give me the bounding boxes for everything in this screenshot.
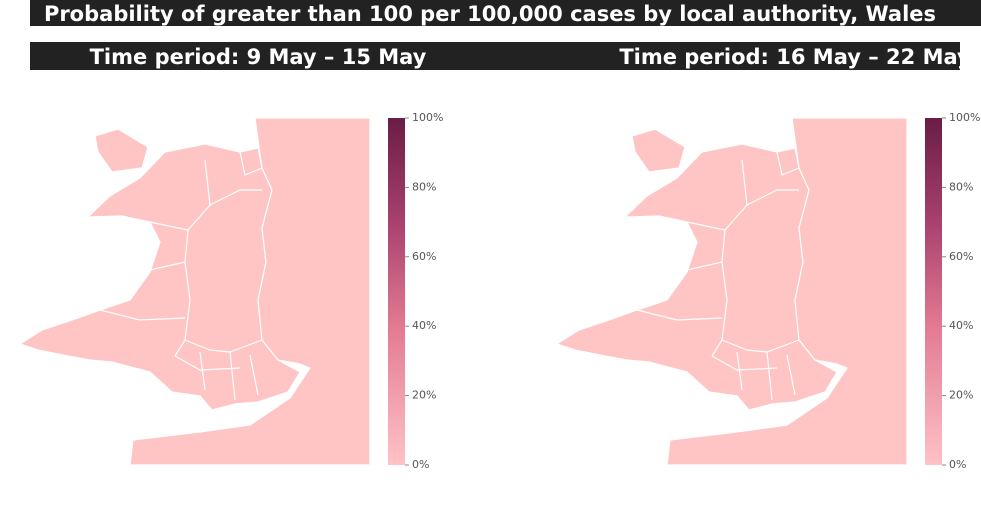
title-bar xyxy=(30,0,981,26)
heading-bar xyxy=(30,42,960,70)
panel-heading: Time period: 9 May – 15 May xyxy=(90,45,427,69)
colorbar-tick-label: 20% xyxy=(949,389,973,402)
title: Probability of greater than 100 per 100,… xyxy=(44,2,936,26)
map xyxy=(556,117,908,466)
colorbar-tick-label: 40% xyxy=(949,319,973,332)
map-panel: 0% 20% 40% 60% 80% 100% xyxy=(19,111,443,471)
colorbar xyxy=(388,118,405,465)
panel-heading: Time period: 16 May – 22 May xyxy=(619,45,971,69)
colorbar-tick-label: 0% xyxy=(949,458,966,471)
colorbar-tick-label: 80% xyxy=(412,180,436,193)
colorbar-tick-label: 40% xyxy=(412,319,436,332)
colorbar-tick-label: 20% xyxy=(412,389,436,402)
map-panel: 0% 20% 40% 60% 80% 100% xyxy=(556,111,980,471)
colorbar-tick-label: 0% xyxy=(412,458,429,471)
colorbar-tick-label: 60% xyxy=(412,250,436,263)
colorbar-tick-label: 100% xyxy=(412,111,443,124)
colorbar xyxy=(925,118,942,465)
colorbar-tick-label: 60% xyxy=(949,250,973,263)
map xyxy=(19,117,371,466)
colorbar-tick-label: 100% xyxy=(949,111,980,124)
colorbar-tick-label: 80% xyxy=(949,180,973,193)
